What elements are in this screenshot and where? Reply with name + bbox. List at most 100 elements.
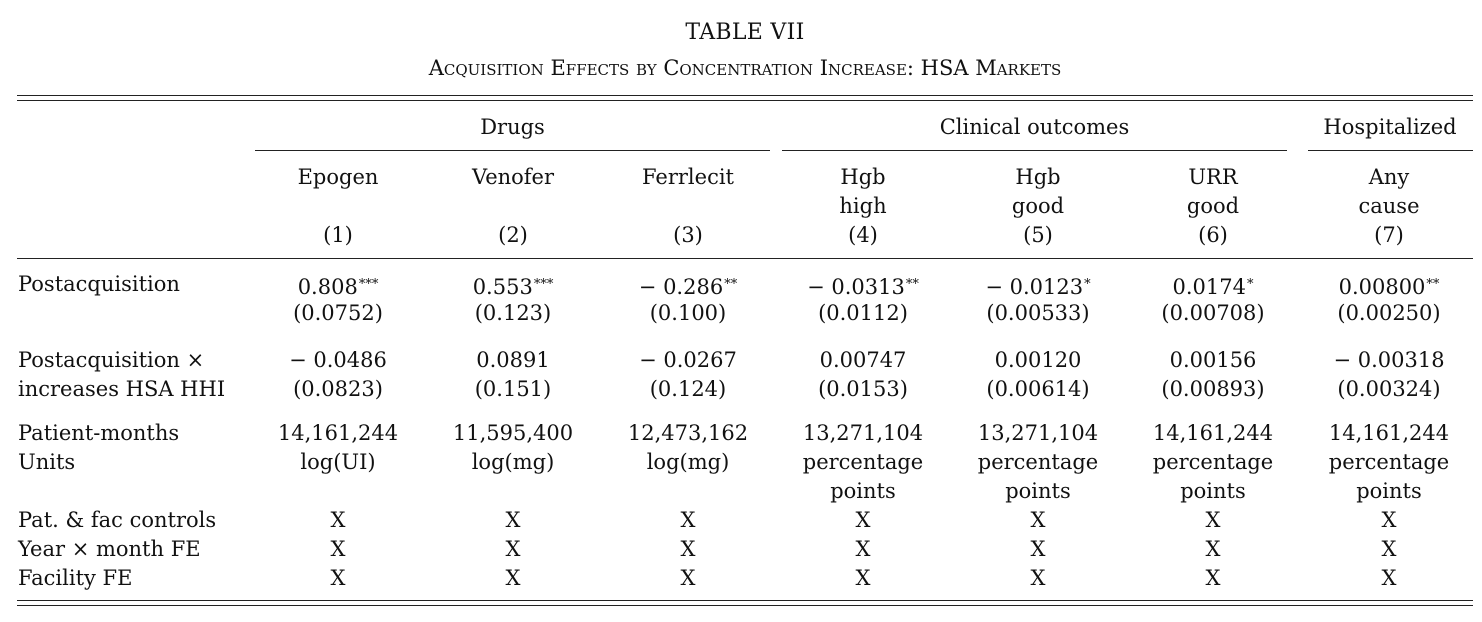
column-name-5: good [1011, 194, 1065, 218]
bottom-rule [17, 600, 1473, 601]
header-rule [17, 258, 1473, 259]
control-mark: X [1205, 566, 1221, 590]
control-mark: X [1381, 508, 1397, 532]
group-header-drugs: Drugs [480, 115, 545, 139]
column-name-4: high [839, 194, 887, 218]
coef-interaction: 0.00120 [994, 348, 1082, 372]
coef-postacquisition: 0.553*** [428, 270, 598, 302]
patient-months-value: 12,473,162 [627, 421, 749, 445]
significance-stars: ** [724, 277, 738, 292]
coef-value: − 0.286 [638, 275, 724, 299]
row-label-control-3: Facility FE [18, 566, 133, 590]
control-mark: X [680, 537, 696, 561]
units-value: points [1356, 479, 1422, 503]
se-interaction: (0.0823) [293, 377, 383, 401]
se-postacquisition: (0.0752) [293, 301, 383, 325]
se-postacquisition: (0.123) [474, 301, 552, 325]
column-name-5: Hgb [1015, 165, 1061, 189]
coef-interaction: − 0.0486 [289, 348, 387, 372]
significance-stars: ** [905, 277, 919, 292]
control-mark: X [855, 508, 871, 532]
units-value: percentage [802, 450, 924, 474]
units-value: points [1180, 479, 1246, 503]
column-name-7: Any [1368, 165, 1410, 189]
se-interaction: (0.124) [649, 377, 727, 401]
coef-interaction: − 0.0267 [639, 348, 737, 372]
row-label-units: Units [18, 450, 76, 474]
column-number-3: (3) [673, 223, 703, 247]
column-number-2: (2) [498, 223, 528, 247]
control-mark: X [330, 508, 346, 532]
significance-stars: * [1084, 277, 1091, 292]
coef-value: 0.0174 [1172, 275, 1246, 299]
coef-value: 0.00800 [1338, 275, 1426, 299]
units-value: points [1005, 479, 1071, 503]
se-postacquisition: (0.00250) [1337, 301, 1441, 325]
control-mark: X [1381, 537, 1397, 561]
control-mark: X [505, 508, 521, 532]
row-label-interaction-2: increases HSA HHI [18, 377, 226, 401]
se-interaction: (0.00614) [986, 377, 1090, 401]
group-header-hospitalized: Hospitalized [1323, 115, 1457, 139]
units-value: log(mg) [471, 450, 555, 474]
column-number-7: (7) [1374, 223, 1404, 247]
coef-postacquisition: 0.808*** [253, 270, 423, 302]
patient-months-value: 14,161,244 [1152, 421, 1274, 445]
units-value: log(UI) [300, 450, 376, 474]
control-mark: X [1030, 537, 1046, 561]
patient-months-value: 14,161,244 [1328, 421, 1450, 445]
units-value: percentage [977, 450, 1099, 474]
row-label-control-2: Year × month FE [18, 537, 201, 561]
significance-stars: *** [358, 277, 379, 292]
table-subtitle: Acquisition Effects by Concentration Inc… [428, 56, 1062, 80]
group-rule-drugs [255, 150, 770, 151]
control-mark: X [855, 537, 871, 561]
control-mark: X [330, 537, 346, 561]
coef-interaction: 0.00156 [1169, 348, 1257, 372]
se-postacquisition: (0.00708) [1161, 301, 1265, 325]
significance-stars: * [1246, 277, 1254, 292]
control-mark: X [680, 508, 696, 532]
control-mark: X [1030, 508, 1046, 532]
row-label-patient-months: Patient-months [18, 421, 180, 445]
column-name-6: URR [1188, 165, 1238, 189]
row-label-control-1: Pat. & fac controls [18, 508, 217, 532]
control-mark: X [855, 566, 871, 590]
control-mark: X [1205, 537, 1221, 561]
patient-months-value: 13,271,104 [977, 421, 1099, 445]
column-name-6: good [1186, 194, 1240, 218]
column-name-3: Ferrlecit [642, 165, 734, 189]
column-number-5: (5) [1023, 223, 1053, 247]
group-header-clinical: Clinical outcomes [939, 115, 1130, 139]
se-interaction: (0.0153) [818, 377, 908, 401]
units-value: points [830, 479, 896, 503]
control-mark: X [330, 566, 346, 590]
significance-stars: ** [1426, 277, 1440, 292]
control-mark: X [1030, 566, 1046, 590]
column-number-4: (4) [848, 223, 878, 247]
control-mark: X [680, 566, 696, 590]
coef-interaction: 0.0891 [476, 348, 550, 372]
coef-interaction: − 0.00318 [1333, 348, 1445, 372]
units-value: log(mg) [646, 450, 730, 474]
bottom-rule-2 [17, 605, 1473, 606]
control-mark: X [505, 566, 521, 590]
column-name-4: Hgb [840, 165, 886, 189]
column-number-6: (6) [1198, 223, 1228, 247]
control-mark: X [1381, 566, 1397, 590]
patient-months-value: 11,595,400 [452, 421, 574, 445]
coef-value: 0.808 [297, 275, 358, 299]
top-rule [17, 95, 1473, 96]
patient-months-value: 14,161,244 [277, 421, 399, 445]
se-interaction: (0.151) [474, 377, 552, 401]
se-postacquisition: (0.00533) [986, 301, 1090, 325]
coef-interaction: 0.00747 [819, 348, 907, 372]
table-title: TABLE VII [685, 20, 805, 45]
group-rule-clinical [782, 150, 1287, 151]
units-value: percentage [1152, 450, 1274, 474]
control-mark: X [505, 537, 521, 561]
units-value: percentage [1328, 450, 1450, 474]
se-postacquisition: (0.100) [649, 301, 727, 325]
se-interaction: (0.00893) [1161, 377, 1265, 401]
row-label-postacquisition: Postacquisition [18, 272, 180, 296]
